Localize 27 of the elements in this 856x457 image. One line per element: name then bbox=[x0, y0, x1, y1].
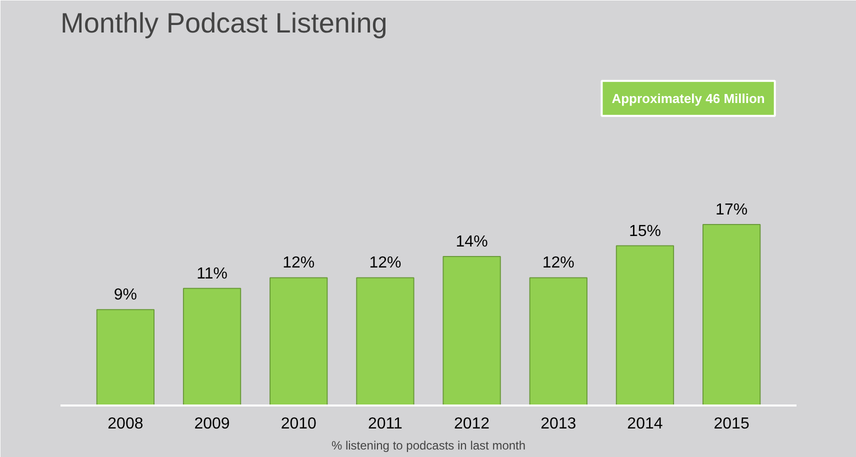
bar bbox=[182, 288, 242, 406]
bar bbox=[96, 309, 155, 406]
data-label: 15% bbox=[628, 222, 661, 240]
x-tick-label: 2009 bbox=[194, 416, 230, 432]
data-label: 11% bbox=[196, 265, 228, 282]
data-label: 12% bbox=[282, 254, 315, 272]
x-tick-label: 2011 bbox=[368, 416, 403, 432]
bar bbox=[442, 256, 501, 406]
data-label: 17% bbox=[716, 202, 748, 218]
x-tick-label: 2014 bbox=[627, 416, 663, 432]
x-tick-label: 2012 bbox=[454, 416, 490, 432]
bar bbox=[702, 224, 761, 406]
data-label: 14% bbox=[456, 233, 488, 250]
x-tick-label: 2008 bbox=[108, 416, 144, 432]
bar bbox=[270, 277, 328, 406]
data-label: 9% bbox=[114, 286, 138, 304]
x-tick-label: 2010 bbox=[280, 416, 317, 432]
data-label: 12% bbox=[369, 254, 402, 272]
data-label: 12% bbox=[542, 254, 574, 272]
bar bbox=[616, 245, 674, 406]
text: % listening to podcasts in last month bbox=[331, 438, 526, 452]
bar bbox=[356, 277, 414, 406]
bar bbox=[529, 277, 588, 406]
x-tick-label: 2015 bbox=[714, 416, 750, 432]
text: Approximately 46 Million bbox=[612, 90, 765, 106]
chart-title: Monthly Podcast Listening bbox=[60, 8, 388, 38]
x-tick-label: 2013 bbox=[540, 416, 576, 432]
